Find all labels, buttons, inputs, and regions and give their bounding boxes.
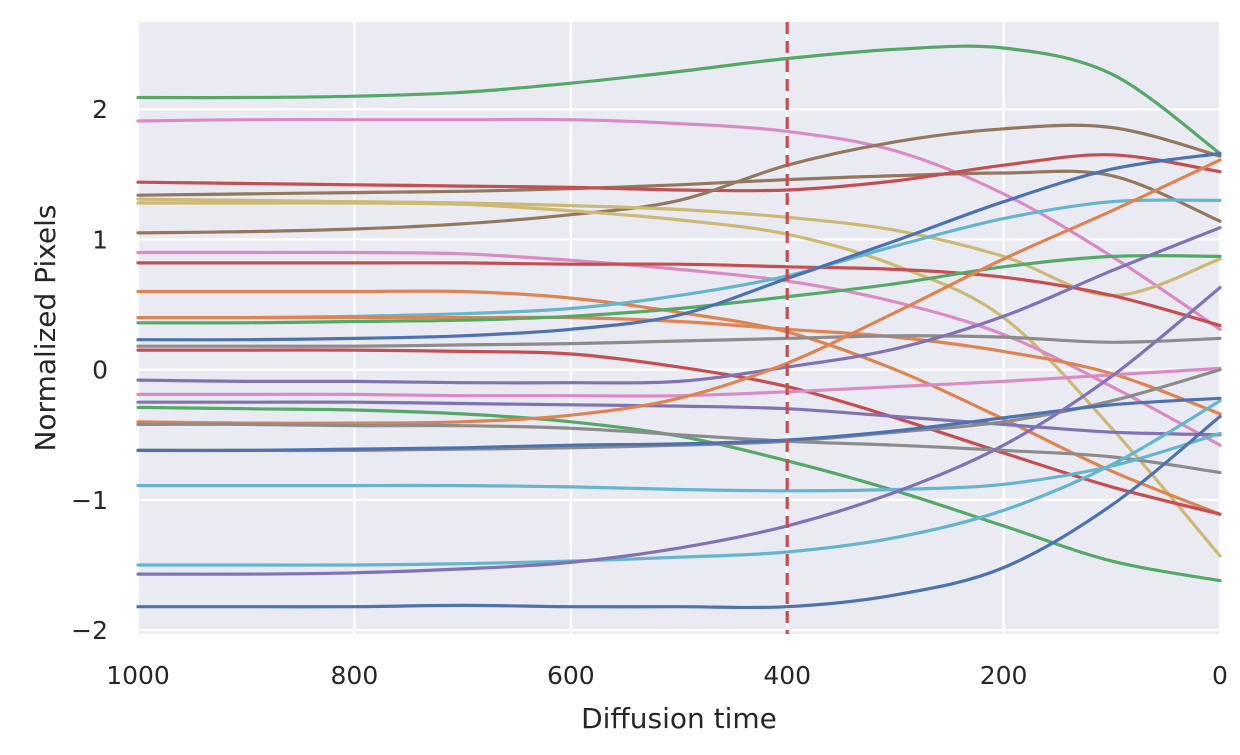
series-line-13 — [136, 254, 1222, 325]
series-line-21 — [136, 158, 1222, 425]
series-line-24 — [136, 396, 1222, 453]
series-line-22 — [136, 422, 1222, 475]
series-line-6 — [136, 197, 1222, 298]
x-tick-label: 200 — [980, 661, 1028, 690]
x-tick-label: 800 — [331, 661, 379, 690]
series-lines — [136, 44, 1222, 610]
x-tick-label: 400 — [763, 661, 811, 690]
series-line-4 — [136, 153, 1222, 193]
y-axis-label: Normalized Pixels — [29, 204, 62, 451]
y-tick-label: 0 — [92, 356, 108, 385]
series-line-10 — [136, 289, 1222, 516]
series-line-12 — [136, 315, 1222, 416]
series-line-15 — [136, 334, 1222, 348]
y-tick-label: 1 — [92, 225, 108, 254]
series-line-18 — [136, 366, 1222, 398]
x-axis-ticks: 1000 800 600 400 200 0 — [106, 661, 1228, 690]
plot-background — [138, 22, 1220, 634]
series-line-16 — [136, 348, 1222, 516]
series-line-26 — [136, 399, 1222, 567]
series-line-9 — [136, 261, 1222, 327]
series-line-5 — [136, 123, 1222, 235]
series-line-8 — [136, 250, 1222, 447]
y-tick-label: −2 — [71, 616, 108, 645]
series-line-7 — [136, 201, 1222, 558]
series-line-14 — [136, 151, 1222, 342]
x-tick-label: 1000 — [106, 661, 170, 690]
series-line-2 — [136, 117, 1222, 331]
series-line-28 — [136, 414, 1222, 610]
series-line-27 — [136, 286, 1222, 576]
series-line-1 — [136, 44, 1222, 156]
y-tick-label: 2 — [92, 95, 108, 124]
y-tick-label: −1 — [71, 486, 108, 515]
y-axis-ticks: 2 1 0 −1 −2 — [71, 95, 108, 645]
x-axis-label: Diffusion time — [581, 702, 777, 735]
x-tick-label: 0 — [1212, 661, 1228, 690]
x-tick-label: 600 — [547, 661, 595, 690]
series-line-25 — [136, 431, 1222, 493]
series-line-17 — [136, 226, 1222, 385]
series-line-3 — [136, 169, 1222, 223]
